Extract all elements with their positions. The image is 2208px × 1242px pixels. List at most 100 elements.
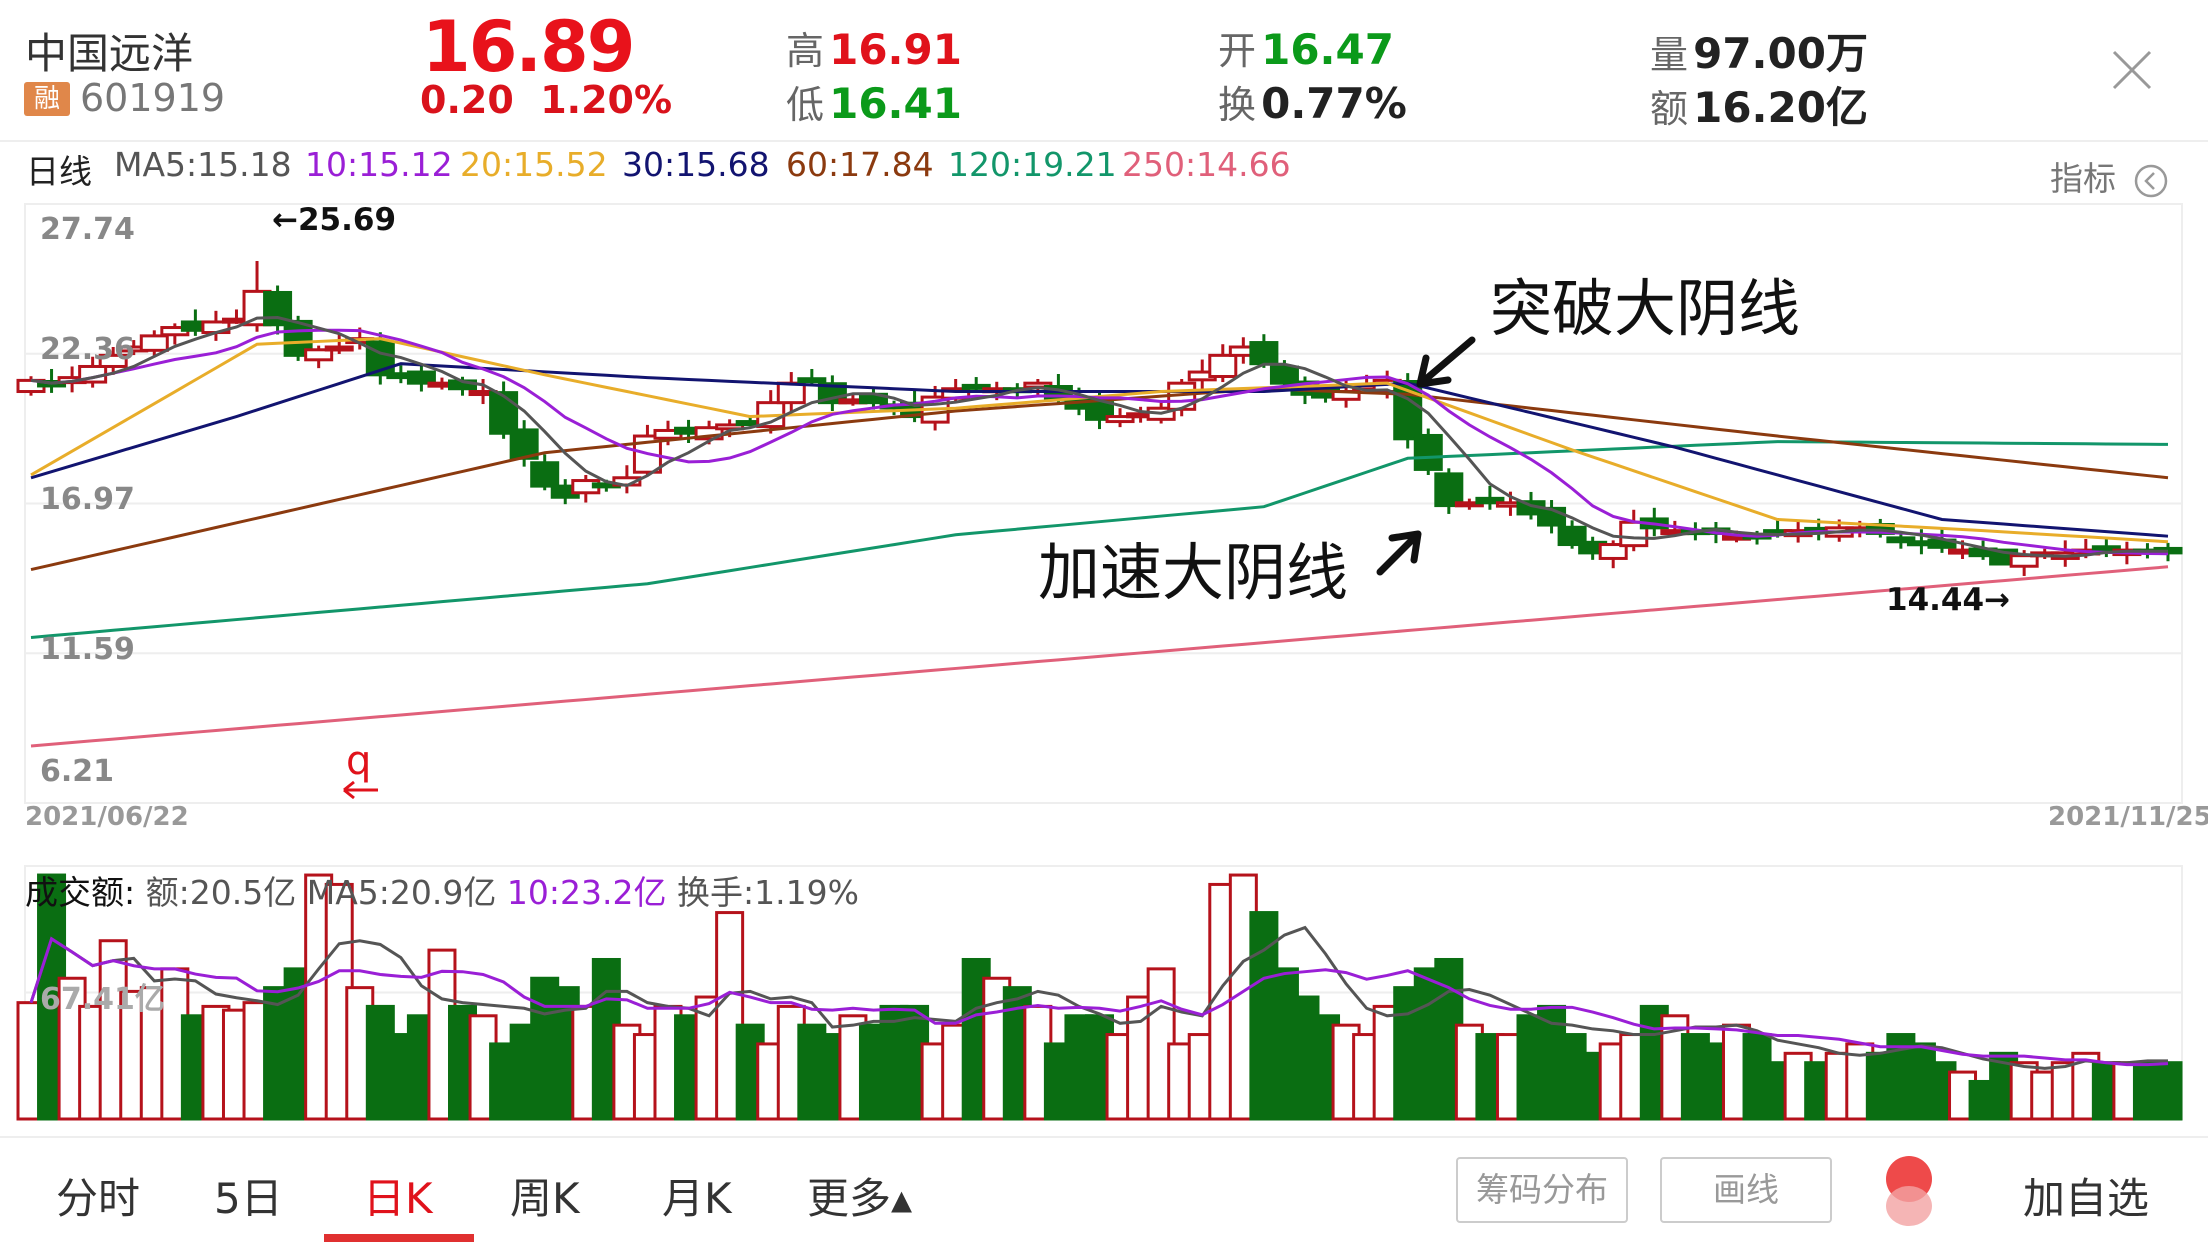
close-icon [2112, 50, 2152, 90]
open-stat: 开 16.47 [1218, 20, 1394, 75]
volume-axis-label: 67.41亿 [40, 982, 165, 1017]
volume-label: 量 [1650, 33, 1689, 77]
candle-body [98, 353, 128, 368]
ma5-line [30, 316, 2168, 558]
indicator-label: 指标 [2050, 159, 2116, 198]
turnover-stat: 换 0.77% [1218, 74, 1407, 129]
candle-body [797, 377, 827, 384]
open-label: 开 [1218, 29, 1257, 73]
price-change: 0.20 1.20% [420, 78, 672, 122]
volume-amount: 额:20.5亿 [145, 873, 297, 912]
ma10-line [30, 328, 2169, 556]
annotation-accel: 加速大阴线 [1038, 536, 1349, 609]
volume-value: 97.00万 [1693, 29, 1868, 78]
low-value: 16.41 [829, 79, 962, 128]
amount-value: 16.20亿 [1693, 83, 1868, 132]
indicator-button[interactable]: 指标 [2050, 152, 2169, 200]
volume-stat: 量 97.00万 [1650, 20, 1868, 81]
min-price-marker: 14.44→ [1886, 582, 2011, 618]
candle-body [1886, 536, 1916, 544]
add-watchlist-button[interactable]: 加自选 [2023, 1174, 2150, 1223]
ma250-line [30, 565, 2169, 748]
ma120-label: 120:19.21 [948, 145, 1117, 184]
volume-ma5-line [29, 925, 2168, 1070]
candle-body [961, 383, 991, 390]
low-label: 低 [786, 83, 825, 127]
ma60-label: 60:17.84 [786, 145, 934, 184]
amount-stat: 额 16.20亿 [1650, 74, 1868, 135]
turnover-value: 0.77% [1261, 79, 1407, 128]
candle-body [1434, 472, 1464, 508]
candle-body [2091, 545, 2121, 552]
candle-body [489, 391, 519, 435]
candle-body [324, 345, 354, 352]
close-button[interactable] [2110, 48, 2154, 92]
ma20-label: 20:15.52 [460, 145, 608, 184]
divider [0, 140, 2208, 142]
ma30-line [30, 362, 2169, 538]
margin-tag: 融 [24, 82, 70, 116]
open-value: 16.47 [1261, 25, 1394, 74]
divider [0, 1136, 2208, 1138]
candle-body [1557, 525, 1587, 547]
volume-bar [2153, 1061, 2183, 1121]
volume-turnover: 换手:1.19% [676, 873, 859, 912]
ma20-line [30, 337, 2169, 544]
axis-label: 16.97 [40, 482, 135, 517]
draw-line-button[interactable]: 画线 [1660, 1157, 1832, 1223]
chip-distribution-button[interactable]: 筹码分布 [1456, 1157, 1628, 1223]
ma120-line [30, 440, 2169, 639]
tab-daily-k[interactable]: 日K [363, 1174, 433, 1223]
arrow-icon [1416, 336, 1476, 388]
candle-body [1598, 543, 1628, 560]
arrow-icon [1376, 530, 1422, 576]
candle-body [1208, 353, 1238, 378]
tab-weekly-k[interactable]: 周K [510, 1174, 580, 1223]
axis-label: 11.59 [40, 632, 135, 667]
axis-label: 27.74 [40, 212, 135, 247]
candle-body [1475, 496, 1505, 505]
low-stat: 低 16.41 [786, 74, 962, 129]
candle-body [1454, 501, 1484, 508]
ma10-label: 10:15.12 [305, 145, 453, 184]
volume-ma10-line [29, 936, 2169, 1067]
high-value: 16.91 [829, 25, 962, 74]
amount-label: 额 [1650, 87, 1689, 131]
ma30-label: 30:15.68 [622, 145, 770, 184]
period-label: 日线 [26, 152, 92, 191]
candle-body [1413, 433, 1443, 471]
candle-body [1269, 365, 1299, 385]
high-label: 高 [786, 29, 825, 73]
candle-body [406, 370, 436, 385]
candle-body [1249, 341, 1279, 366]
tab-monthly-k[interactable]: 月K [662, 1174, 732, 1223]
ma5-label: MA5:15.18 [114, 145, 292, 184]
candle-body [715, 423, 745, 431]
change-value: 0.20 [420, 78, 514, 122]
annotation-break: 突破大阴线 [1490, 272, 1801, 345]
turnover-label: 换 [1218, 83, 1257, 127]
change-pct: 1.20% [540, 78, 673, 122]
volume-ma10: 10:23.2亿 [506, 873, 667, 912]
arrow-left-icon [343, 780, 378, 800]
stock-name: 中国远洋 [25, 29, 194, 78]
tab-intraday[interactable]: 分时 [56, 1174, 141, 1223]
record-dot-shadow [1886, 1186, 1932, 1226]
candle-body [263, 290, 293, 327]
candle-body [139, 334, 169, 352]
active-tab-indicator [324, 1234, 474, 1242]
max-price-marker: ←25.69 [272, 202, 397, 238]
tab-more[interactable]: 更多▴ [807, 1174, 913, 1223]
axis-label: 22.36 [40, 332, 135, 367]
volume-title: 成交额: [25, 873, 136, 912]
candle-body [530, 461, 560, 488]
candle-body [1105, 415, 1135, 424]
event-marker[interactable]: q [346, 738, 372, 784]
ma250-label: 250:14.66 [1122, 145, 1291, 184]
candle-body [1393, 380, 1423, 441]
stock-code: 601919 [80, 76, 226, 120]
candle-body [776, 381, 806, 405]
volume-ma5: MA5:20.9亿 [306, 873, 497, 912]
tab-5day[interactable]: 5日 [214, 1174, 283, 1223]
